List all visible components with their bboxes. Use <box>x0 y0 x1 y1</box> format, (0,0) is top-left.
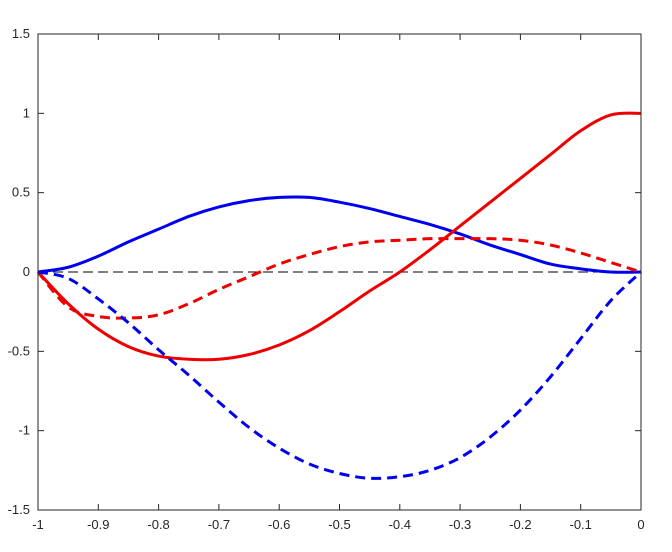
x-tick-label: -0.6 <box>268 517 290 532</box>
series-line-2 <box>36 237 642 320</box>
y-tick-label: -1.5 <box>8 502 30 517</box>
x-tick-label: -0.8 <box>147 517 169 532</box>
x-tick-label: -0.5 <box>328 517 350 532</box>
x-tick-label: -1 <box>32 517 44 532</box>
series-line-0 <box>37 195 642 274</box>
x-tick-label: -0.7 <box>208 517 230 532</box>
x-tick-label: 0 <box>637 517 644 532</box>
y-tick-label: -0.5 <box>8 343 30 358</box>
y-tick-label: 0 <box>23 264 30 279</box>
y-tick-label: -1 <box>18 423 30 438</box>
plot-frame <box>37 33 642 511</box>
y-tick-label: 0.5 <box>12 185 30 200</box>
series-lines <box>36 111 643 480</box>
ticks: -1 -0.9 -0.8 -0.7 -0.6 -0.5 -0.4 -0.3 -0.2 -0.1 0 -… <box>8 26 645 532</box>
x-tick-label: -0.3 <box>449 517 471 532</box>
x-tick-label: -0.4 <box>389 517 411 532</box>
series-line-3 <box>37 270 643 480</box>
y-tick-label: 1 <box>23 105 30 120</box>
y-tick-label: 1.5 <box>12 26 30 41</box>
series-line-1 <box>36 111 642 362</box>
x-tick-label: -0.1 <box>569 517 591 532</box>
x-tick-label: -0.9 <box>87 517 109 532</box>
x-tick-label: -0.2 <box>509 517 531 532</box>
